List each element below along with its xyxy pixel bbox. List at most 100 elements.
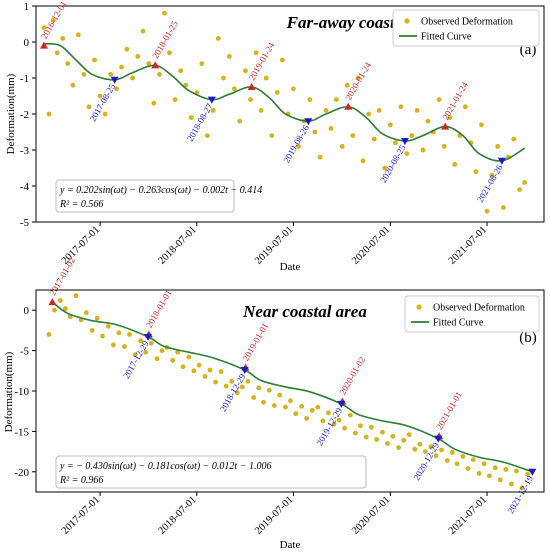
trough-marker [528,468,537,476]
observed-point [503,466,509,472]
chart-title: Near coastal area [242,302,367,321]
observed-point [50,18,56,23]
observed-point [81,72,87,77]
y-tick-label: -2 [20,109,29,121]
fitted-curve [51,301,533,473]
observed-point [288,398,293,404]
observed-point [202,374,208,379]
observed-point [479,122,484,128]
observed-point [525,471,530,477]
legend-fitted-label: Fitted Curve [421,32,472,43]
observed-point [376,108,382,113]
observed-point [170,357,176,363]
observed-point [470,457,476,463]
observed-point [323,108,329,113]
observed-point [261,399,266,405]
observed-point [266,387,272,393]
x-tick-label: 2019-07-01 [253,494,295,536]
observed-point [239,384,245,390]
legend: Observed Deformation Fitted Curve [404,295,540,333]
observed-point [92,57,97,63]
observed-point [331,421,337,427]
observed-point [317,154,323,160]
trough-marker [497,157,506,165]
observed-point [52,307,57,313]
observed-point [304,416,310,421]
observed-point [277,392,283,398]
observed-point [404,151,410,157]
observed-point [320,418,326,424]
y-tick-label: -10 [14,386,29,398]
observed-point [191,368,197,374]
peak-marker [247,83,256,90]
observed-point [347,412,353,418]
observed-point [130,75,136,81]
observed-point [420,147,426,153]
observed-point [75,32,81,38]
observed-point [178,68,184,74]
observed-point [245,378,251,384]
observed-point [462,104,468,110]
legend-box [392,9,540,47]
observed-point [497,477,503,483]
observed-point [291,86,296,92]
trough-marker [144,333,153,341]
observed-point [138,338,144,344]
x-tick-label: 2020-07-01 [350,224,392,266]
y-tick-label: 0 [24,305,30,317]
observed-point [237,118,243,124]
y-tick-label: -4 [20,181,30,193]
peak-marker [39,41,48,49]
observed-point [204,133,210,139]
observed-point [119,64,124,70]
observed-point [46,332,52,337]
observed-point [476,471,482,476]
trough-marker [304,118,313,126]
observed-point [401,437,407,443]
observed-point [315,404,321,410]
observed-point [65,61,71,66]
observed-point [481,461,487,467]
observed-point [436,97,442,102]
observed-point [412,446,418,452]
observed-point [263,75,269,81]
observed-point [116,330,122,336]
observed-point [439,447,444,453]
observed-point [489,172,495,178]
observed-point [522,180,528,185]
legend-observed-marker [416,304,422,310]
observed-point [57,298,63,303]
y-tick-label: -20 [14,467,29,479]
y-tick-label: 1 [24,1,30,13]
observed-point [110,342,116,348]
observed-point [353,430,358,436]
observed-point [339,144,345,149]
y-tick-label: -5 [20,217,30,229]
observed-point [283,404,288,410]
y-tick-label: -5 [20,346,30,358]
observed-point [358,423,363,429]
x-tick-label: 2021-07-01 [447,494,489,536]
observed-point [89,328,95,333]
legend-observed-label: Observed Deformation [421,17,513,28]
observed-point [355,75,361,81]
observed-point [108,72,114,77]
observed-point [409,133,415,139]
observed-point [390,433,396,439]
x-tick-label: 2021-07-01 [447,224,489,266]
observed-point [196,362,202,368]
observed-point [114,86,119,92]
peak-marker [48,298,57,306]
observed-point [425,118,431,124]
observed-point [221,75,226,81]
observed-point [393,140,398,146]
observed-point [148,340,154,346]
observed-point [229,378,235,384]
observed-point [422,449,428,454]
observed-point [473,169,479,175]
observed-point [484,208,490,214]
observed-point [414,108,420,113]
observed-point [309,407,315,413]
observed-point [253,50,259,56]
